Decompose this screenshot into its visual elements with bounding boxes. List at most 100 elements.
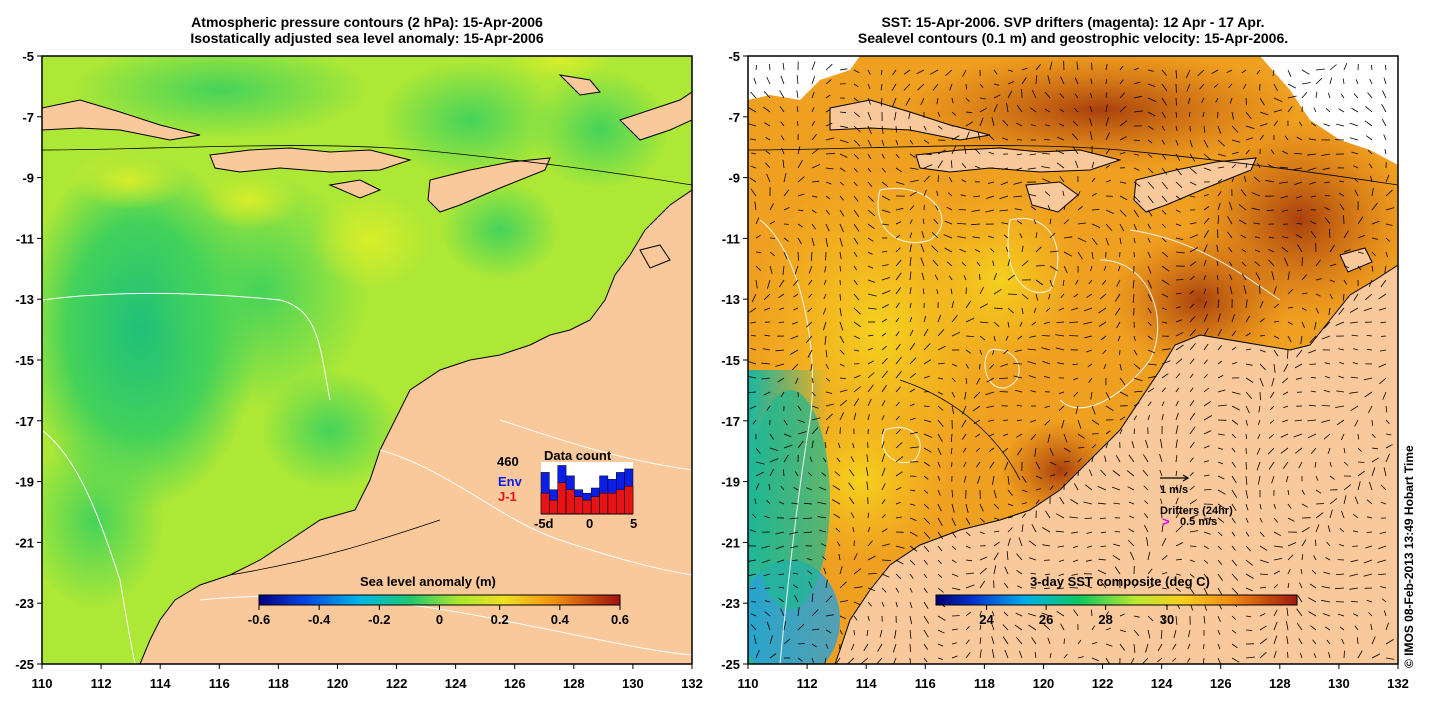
velocity-arrow bbox=[1203, 615, 1206, 624]
velocity-arrow bbox=[1147, 195, 1154, 204]
velocity-arrow bbox=[1367, 149, 1373, 155]
velocity-arrow bbox=[879, 629, 883, 638]
velocity-arrow bbox=[1055, 347, 1065, 351]
velocity-arrow bbox=[1203, 259, 1207, 267]
velocity-arrow bbox=[769, 433, 774, 440]
velocity-arrow bbox=[1063, 653, 1068, 659]
velocity-arrow bbox=[965, 572, 974, 575]
velocity-arrow bbox=[810, 363, 813, 371]
velocity-arrow bbox=[1189, 247, 1198, 253]
velocity-arrow bbox=[1189, 167, 1197, 175]
right-y-tick-label: -9 bbox=[728, 171, 740, 186]
velocity-arrow bbox=[1365, 135, 1373, 141]
australia-land-right bbox=[834, 264, 1398, 664]
velocity-arrow bbox=[1077, 251, 1083, 260]
velocity-arrow bbox=[951, 97, 954, 104]
velocity-arrow bbox=[853, 568, 862, 575]
velocity-arrow bbox=[825, 63, 833, 71]
velocity-arrow bbox=[1245, 125, 1255, 129]
velocity-arrow bbox=[1217, 299, 1220, 309]
velocity-arrow bbox=[755, 265, 762, 271]
right-colorbar-title: 3-day SST composite (deg C) bbox=[1030, 574, 1210, 589]
velocity-arrow bbox=[1100, 580, 1107, 589]
velocity-arrow bbox=[1147, 401, 1152, 407]
velocity-arrow bbox=[811, 195, 818, 198]
velocity-arrow bbox=[991, 624, 995, 631]
velocity-arrow bbox=[1105, 179, 1112, 183]
velocity-arrow bbox=[867, 153, 872, 160]
velocity-arrow bbox=[1059, 108, 1065, 113]
velocity-arrow bbox=[1203, 387, 1210, 393]
velocity-arrow bbox=[1380, 501, 1387, 505]
velocity-arrow bbox=[1336, 123, 1345, 127]
velocity-arrow bbox=[797, 607, 800, 617]
velocity-arrow bbox=[1367, 92, 1373, 99]
velocity-arrow bbox=[937, 125, 943, 130]
velocity-arrow bbox=[780, 75, 785, 85]
velocity-arrow bbox=[1300, 652, 1303, 659]
velocity-arrow bbox=[1380, 586, 1387, 589]
j1-count-bar bbox=[549, 499, 558, 515]
velocity-arrow bbox=[1021, 307, 1024, 315]
velocity-arrow bbox=[937, 362, 945, 365]
velocity-arrow bbox=[989, 363, 995, 370]
velocity-arrow bbox=[763, 106, 771, 113]
velocity-arrow bbox=[811, 121, 816, 127]
velocity-arrow bbox=[1007, 321, 1010, 328]
velocity-arrow bbox=[1217, 178, 1223, 183]
velocity-arrow bbox=[1189, 275, 1195, 281]
velocity-arrow bbox=[945, 69, 953, 76]
velocity-arrow bbox=[1301, 82, 1311, 85]
left-x-tick-label: 132 bbox=[681, 676, 703, 691]
velocity-arrow bbox=[1335, 321, 1345, 326]
velocity-arrow bbox=[881, 345, 887, 351]
velocity-arrow bbox=[936, 97, 939, 105]
velocity-arrow bbox=[1058, 573, 1065, 576]
velocity-arrow bbox=[1293, 167, 1303, 171]
velocity-arrow bbox=[1142, 657, 1149, 664]
velocity-arrow bbox=[1105, 405, 1114, 412]
velocity-arrow bbox=[1352, 362, 1359, 365]
velocity-arrow bbox=[1254, 261, 1261, 267]
velocity-arrow bbox=[1339, 180, 1345, 183]
velocity-arrow bbox=[811, 377, 814, 384]
velocity-arrow bbox=[792, 363, 799, 371]
velocity-arrow bbox=[1105, 657, 1111, 664]
velocity-arrow bbox=[1203, 217, 1210, 225]
velocity-arrow bbox=[937, 517, 943, 526]
velocity-arrow bbox=[1088, 377, 1093, 383]
velocity-arrow bbox=[1217, 360, 1223, 365]
velocity-arrow bbox=[793, 307, 799, 311]
velocity-arrow bbox=[1231, 629, 1237, 634]
velocity-arrow bbox=[1075, 279, 1079, 285]
velocity-arrow bbox=[1114, 307, 1121, 316]
velocity-arrow bbox=[1357, 433, 1360, 440]
velocity-arrow bbox=[1309, 583, 1317, 589]
velocity-arrow bbox=[1267, 447, 1275, 455]
velocity-arrow bbox=[824, 657, 827, 664]
velocity-arrow bbox=[839, 600, 849, 603]
velocity-arrow bbox=[1231, 151, 1239, 155]
velocity-arrow bbox=[1284, 135, 1289, 141]
velocity-arrow bbox=[1161, 307, 1168, 311]
velocity-arrow bbox=[1105, 237, 1109, 246]
velocity-arrow bbox=[853, 111, 860, 118]
velocity-arrow bbox=[1203, 445, 1210, 449]
velocity-arrow bbox=[1160, 629, 1163, 640]
velocity-arrow bbox=[1189, 587, 1195, 595]
velocity-arrow bbox=[1294, 363, 1303, 369]
velocity-arrow bbox=[825, 122, 833, 127]
velocity-arrow bbox=[1324, 362, 1331, 365]
velocity-arrow bbox=[1090, 265, 1093, 272]
velocity-arrow bbox=[937, 345, 946, 351]
velocity-arrow bbox=[1142, 454, 1149, 463]
velocity-arrow bbox=[877, 643, 883, 652]
velocity-arrow bbox=[1217, 111, 1219, 119]
velocity-arrow bbox=[1369, 78, 1373, 85]
velocity-arrow bbox=[839, 125, 848, 129]
drifters-speed-label: 0.5 m/s bbox=[1180, 516, 1217, 528]
velocity-arrow bbox=[1266, 209, 1275, 212]
velocity-arrow bbox=[1313, 653, 1317, 659]
velocity-arrow bbox=[1071, 133, 1079, 141]
velocity-arrow bbox=[1056, 321, 1065, 323]
